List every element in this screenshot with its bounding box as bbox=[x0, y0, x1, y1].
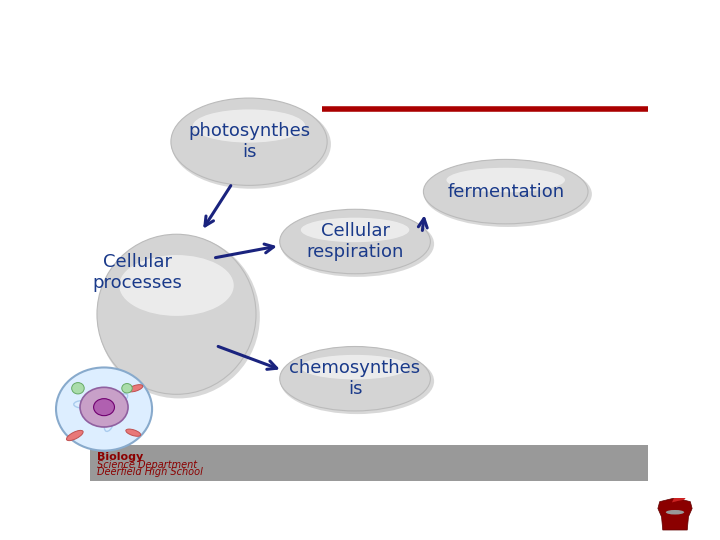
Ellipse shape bbox=[98, 235, 260, 399]
Text: Cellular
respiration: Cellular respiration bbox=[307, 222, 404, 261]
Ellipse shape bbox=[446, 168, 565, 192]
Text: Cellular
processes: Cellular processes bbox=[92, 253, 182, 292]
Polygon shape bbox=[658, 498, 692, 530]
Ellipse shape bbox=[80, 387, 128, 427]
Ellipse shape bbox=[126, 429, 140, 436]
Text: fermentation: fermentation bbox=[447, 183, 564, 201]
Text: Biology: Biology bbox=[96, 452, 143, 462]
Text: photosynthes
is: photosynthes is bbox=[188, 123, 310, 161]
Text: Deerfield High School: Deerfield High School bbox=[96, 467, 202, 477]
Ellipse shape bbox=[301, 218, 409, 242]
Circle shape bbox=[72, 382, 84, 394]
Ellipse shape bbox=[94, 399, 114, 416]
Ellipse shape bbox=[128, 384, 143, 392]
Ellipse shape bbox=[120, 255, 234, 316]
Ellipse shape bbox=[193, 110, 305, 143]
Ellipse shape bbox=[280, 210, 431, 274]
Ellipse shape bbox=[171, 100, 331, 189]
Ellipse shape bbox=[424, 161, 592, 227]
Text: Science Department: Science Department bbox=[96, 460, 197, 470]
Ellipse shape bbox=[97, 234, 256, 394]
Ellipse shape bbox=[281, 348, 434, 414]
Text: chemosynthes
is: chemosynthes is bbox=[289, 359, 420, 398]
Ellipse shape bbox=[281, 211, 434, 277]
Ellipse shape bbox=[301, 355, 409, 380]
FancyBboxPatch shape bbox=[90, 446, 648, 481]
Ellipse shape bbox=[66, 430, 83, 441]
Ellipse shape bbox=[56, 368, 152, 450]
Circle shape bbox=[122, 383, 132, 393]
Polygon shape bbox=[672, 492, 687, 502]
Ellipse shape bbox=[423, 159, 588, 224]
Ellipse shape bbox=[666, 510, 684, 515]
Ellipse shape bbox=[171, 98, 327, 185]
Ellipse shape bbox=[280, 347, 431, 411]
